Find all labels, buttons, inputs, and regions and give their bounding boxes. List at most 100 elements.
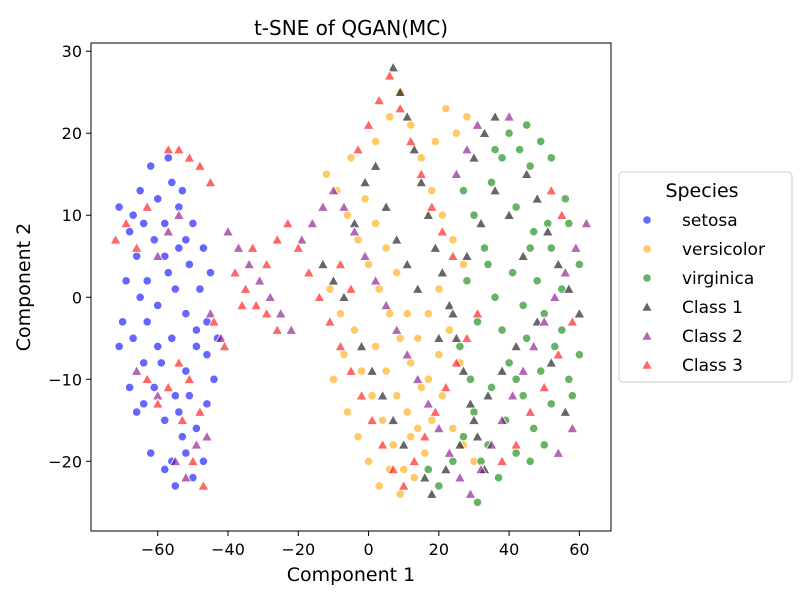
point-class-3 — [197, 479, 210, 491]
point-class-2 — [274, 307, 287, 319]
point-virginica — [525, 456, 535, 466]
legend-label-setosa: setosa — [682, 211, 738, 231]
x-tick-label: −20 — [281, 540, 315, 559]
point-versicolor — [346, 153, 356, 163]
point-versicolor — [360, 194, 370, 204]
point-virginica — [448, 456, 458, 466]
point-class-2 — [151, 250, 164, 261]
point-class-1 — [453, 438, 466, 450]
point-class-3 — [204, 176, 217, 188]
point-virginica — [567, 391, 577, 401]
point-virginica — [486, 382, 497, 393]
point-versicolor — [385, 309, 395, 319]
point-class-1 — [387, 414, 400, 425]
point-class-1 — [450, 332, 463, 343]
point-versicolor — [399, 464, 409, 475]
point-versicolor — [374, 284, 384, 294]
legend-title: Species — [665, 180, 738, 202]
x-axis-label: Component 1 — [287, 564, 415, 586]
point-setosa — [181, 309, 191, 319]
point-class-3 — [120, 217, 133, 229]
y-tick-label: 0 — [72, 288, 82, 307]
point-virginica — [522, 333, 532, 343]
point-setosa — [191, 341, 202, 352]
point-class-2 — [453, 471, 466, 483]
point-class-3 — [292, 241, 305, 253]
x-tick-label: 60 — [569, 540, 589, 559]
point-class-2 — [222, 225, 234, 237]
point-setosa — [167, 177, 177, 188]
point-setosa — [160, 218, 170, 229]
point-class-2 — [580, 217, 593, 229]
point-class-1 — [478, 127, 491, 138]
x-tick-label: −60 — [141, 540, 175, 559]
point-class-1 — [464, 397, 477, 409]
point-class-1 — [415, 176, 428, 188]
point-virginica — [536, 366, 546, 376]
point-setosa — [160, 415, 170, 425]
point-versicolor — [462, 112, 472, 122]
point-versicolor — [367, 391, 377, 401]
point-setosa — [188, 218, 198, 229]
point-virginica — [532, 276, 542, 286]
legend-box — [618, 171, 793, 383]
point-versicolor — [406, 432, 416, 442]
point-virginica — [511, 374, 521, 384]
point-class-3 — [376, 438, 389, 450]
point-versicolor — [325, 284, 335, 294]
point-class-1 — [432, 332, 445, 343]
point-virginica — [546, 243, 556, 253]
point-versicolor — [413, 423, 423, 434]
point-setosa — [170, 481, 180, 491]
point-virginica — [497, 325, 507, 335]
point-setosa — [132, 251, 142, 261]
x-tick-label: 0 — [363, 540, 373, 559]
point-class-2 — [264, 291, 277, 302]
point-class-3 — [193, 406, 206, 417]
point-versicolor — [356, 366, 367, 376]
point-class-3 — [446, 250, 459, 261]
point-versicolor — [339, 350, 349, 360]
point-versicolor — [342, 407, 353, 417]
point-setosa — [146, 161, 156, 171]
point-class-3 — [425, 200, 438, 212]
point-setosa — [139, 358, 149, 368]
point-setosa — [114, 341, 124, 352]
point-setosa — [153, 341, 163, 352]
point-virginica — [490, 292, 500, 302]
point-versicolor — [370, 136, 381, 147]
point-virginica — [574, 259, 584, 270]
point-setosa — [184, 391, 194, 401]
point-setosa — [125, 382, 135, 393]
point-versicolor — [409, 473, 419, 483]
point-class-1 — [446, 307, 459, 319]
point-class-3 — [552, 348, 565, 360]
point-class-1 — [545, 356, 558, 368]
point-class-2 — [327, 184, 340, 196]
point-versicolor — [423, 309, 433, 319]
point-virginica — [508, 268, 518, 278]
point-versicolor — [413, 333, 423, 343]
point-class-3 — [566, 315, 579, 327]
point-class-1 — [496, 364, 509, 376]
point-class-2 — [359, 250, 371, 261]
point-class-2 — [190, 438, 203, 450]
point-versicolor — [370, 341, 381, 352]
point-class-1 — [559, 406, 572, 417]
point-class-3 — [193, 159, 206, 171]
point-setosa — [170, 391, 180, 401]
point-setosa — [114, 202, 124, 212]
point-virginica — [560, 194, 570, 204]
point-class-2 — [559, 266, 572, 278]
point-virginica — [546, 399, 556, 409]
point-class-1 — [531, 315, 544, 327]
point-versicolor — [441, 104, 451, 114]
point-class-1 — [439, 463, 452, 475]
point-class-3 — [496, 455, 509, 466]
point-class-2 — [204, 307, 217, 319]
point-class-1 — [503, 209, 516, 220]
point-versicolor — [416, 153, 426, 163]
point-virginica — [465, 374, 476, 384]
point-versicolor — [448, 235, 458, 245]
point-class-3 — [394, 102, 407, 114]
